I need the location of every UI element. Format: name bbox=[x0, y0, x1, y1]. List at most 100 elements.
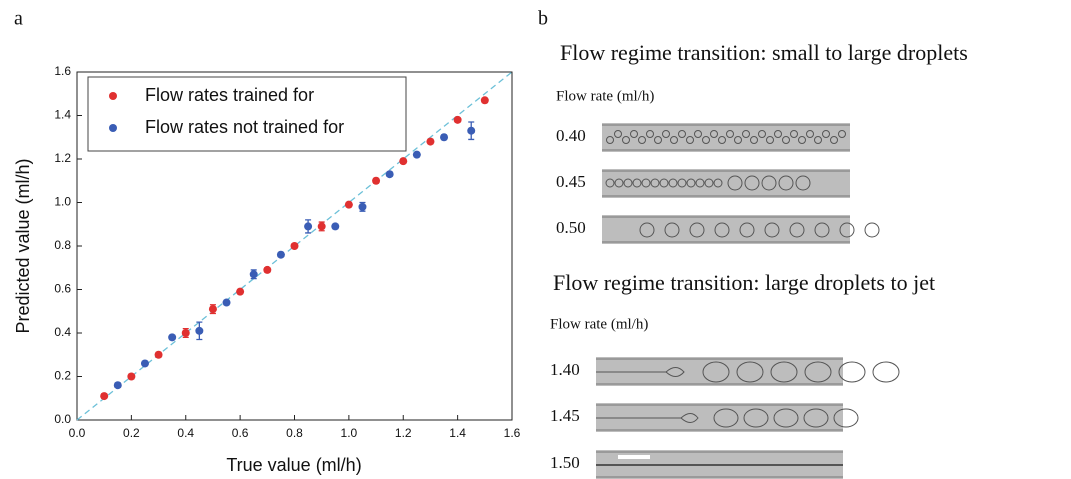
y-tick-label: 0.0 bbox=[54, 412, 71, 426]
panel-label: a bbox=[14, 8, 23, 30]
data-point bbox=[304, 222, 313, 231]
legend-box bbox=[87, 76, 407, 152]
droplet bbox=[727, 175, 743, 191]
jet bbox=[596, 367, 685, 377]
reference-line bbox=[76, 71, 513, 421]
section-subtitle: Flow rate (ml/h) bbox=[556, 88, 654, 104]
droplet bbox=[782, 136, 790, 144]
data-point bbox=[412, 150, 421, 159]
droplet bbox=[677, 178, 687, 188]
droplet bbox=[623, 178, 633, 188]
data-point bbox=[181, 329, 190, 337]
y-tick-label: 1.4 bbox=[54, 108, 71, 122]
data-point bbox=[358, 202, 367, 211]
data-point bbox=[263, 265, 272, 274]
y-tick-label: 1.6 bbox=[54, 64, 71, 78]
x-tick-label: 0.2 bbox=[123, 426, 140, 440]
droplet bbox=[734, 136, 742, 144]
x-axis-title: True value (ml/h) bbox=[226, 455, 361, 475]
y-tick-label: 0.2 bbox=[54, 369, 71, 383]
section-title: Flow regime transition: large droplets t… bbox=[553, 270, 935, 295]
droplet bbox=[795, 175, 811, 191]
droplet bbox=[639, 222, 655, 238]
channel bbox=[602, 215, 850, 244]
droplet bbox=[830, 136, 838, 144]
data-point bbox=[453, 115, 462, 124]
x-tick-label: 1.6 bbox=[504, 426, 521, 440]
droplet bbox=[872, 361, 900, 383]
droplet bbox=[789, 222, 805, 238]
data-point bbox=[426, 137, 435, 146]
droplet bbox=[833, 408, 859, 428]
y-tick-label: 0.4 bbox=[54, 325, 71, 339]
droplet bbox=[774, 130, 782, 138]
droplet bbox=[670, 136, 678, 144]
droplet bbox=[770, 361, 798, 383]
droplet bbox=[790, 130, 798, 138]
row-label: 0.50 bbox=[556, 218, 586, 237]
legend-label: Flow rates not trained for bbox=[145, 117, 344, 137]
section-subtitle: Flow rate (ml/h) bbox=[550, 316, 648, 332]
droplet bbox=[614, 130, 622, 138]
y-axis-title: Predicted value (ml/h) bbox=[13, 158, 33, 333]
droplet bbox=[758, 130, 766, 138]
channel bbox=[602, 169, 850, 198]
data-point bbox=[440, 133, 449, 142]
data-point bbox=[372, 176, 381, 185]
droplet bbox=[614, 178, 624, 188]
droplet bbox=[713, 178, 723, 188]
droplet bbox=[822, 130, 830, 138]
droplet bbox=[838, 130, 846, 138]
micrograph bbox=[596, 403, 859, 432]
data-point bbox=[385, 170, 394, 179]
micrograph bbox=[602, 215, 880, 244]
row-label: 0.40 bbox=[556, 126, 586, 145]
data-point bbox=[127, 372, 136, 381]
data-point bbox=[154, 350, 163, 359]
data-point bbox=[331, 222, 340, 231]
droplet bbox=[646, 130, 654, 138]
droplet bbox=[704, 178, 714, 188]
data-point bbox=[276, 250, 285, 259]
droplet bbox=[694, 130, 702, 138]
droplet bbox=[764, 222, 780, 238]
y-tick-label: 1.2 bbox=[54, 151, 71, 165]
droplet bbox=[766, 136, 774, 144]
droplet bbox=[864, 222, 880, 238]
droplet bbox=[605, 178, 615, 188]
droplet bbox=[736, 361, 764, 383]
data-point bbox=[399, 157, 408, 166]
droplet bbox=[714, 222, 730, 238]
data-point bbox=[100, 392, 109, 401]
droplet bbox=[798, 136, 806, 144]
droplet bbox=[702, 361, 730, 383]
data-point bbox=[140, 359, 149, 368]
jet bbox=[596, 413, 699, 423]
y-tick-label: 0.6 bbox=[54, 282, 71, 296]
data-point bbox=[467, 126, 476, 135]
droplet bbox=[710, 130, 718, 138]
droplet bbox=[702, 136, 710, 144]
droplet bbox=[750, 136, 758, 144]
section-title: Flow regime transition: small to large d… bbox=[560, 40, 968, 65]
droplet bbox=[632, 178, 642, 188]
data-point bbox=[344, 200, 353, 209]
droplet bbox=[778, 175, 794, 191]
x-tick-label: 0.8 bbox=[286, 426, 303, 440]
droplet bbox=[686, 136, 694, 144]
data-point bbox=[290, 242, 299, 250]
data-point bbox=[208, 305, 217, 314]
y-tick-label: 1.0 bbox=[54, 195, 71, 209]
data-point bbox=[249, 270, 258, 279]
droplet bbox=[726, 130, 734, 138]
x-tick-label: 0.4 bbox=[177, 426, 194, 440]
data-point bbox=[222, 298, 231, 307]
data-point bbox=[317, 222, 326, 231]
droplet bbox=[638, 136, 646, 144]
droplet bbox=[803, 408, 829, 428]
panel-label: b bbox=[538, 8, 548, 30]
droplet bbox=[773, 408, 799, 428]
droplet bbox=[761, 175, 777, 191]
x-tick-label: 0.6 bbox=[232, 426, 249, 440]
